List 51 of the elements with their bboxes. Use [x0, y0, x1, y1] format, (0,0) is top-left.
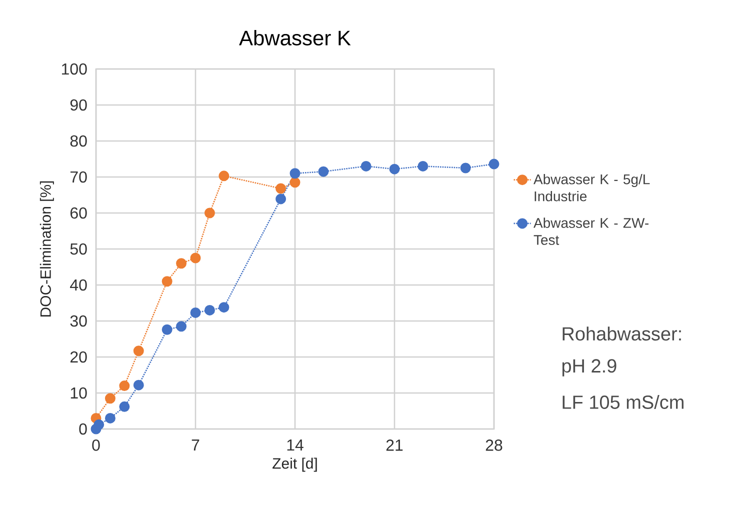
y-tick-label: 80: [70, 135, 87, 147]
y-tick-label: 30: [70, 315, 87, 327]
y-tick-label: 60: [70, 207, 87, 219]
x-tick-label: 0: [92, 440, 100, 451]
y-tick-label: 20: [70, 351, 87, 363]
point: [133, 380, 144, 390]
point: [218, 302, 230, 313]
y-tick-label: 50: [70, 243, 87, 255]
point: [460, 162, 471, 174]
point: [290, 168, 300, 179]
point: [488, 158, 500, 170]
x-tick-label: 14: [287, 440, 304, 451]
y-tick-label: 0: [79, 423, 87, 435]
point: [276, 183, 286, 194]
x-tick-label: 7: [192, 440, 200, 451]
y-tick-label: 10: [70, 387, 87, 399]
point: [176, 258, 187, 269]
point: [418, 160, 428, 172]
y-tick-label: 70: [70, 171, 87, 183]
point: [360, 160, 372, 172]
point: [204, 208, 215, 218]
text: LF 105 mS/cm: [562, 395, 684, 409]
point: [389, 164, 400, 174]
point: [276, 194, 286, 204]
point: [318, 166, 329, 177]
point: [119, 380, 130, 392]
chart-title: Abwasser K: [239, 30, 351, 46]
text: Rohabwasser:: [562, 326, 681, 341]
y-tick-label: 100: [62, 63, 87, 75]
legend-label: Abwasser K - ZW-Test: [534, 218, 649, 245]
legend-label: Abwasser K - 5g/L Industrie: [534, 174, 650, 202]
point: [162, 324, 172, 335]
point: [290, 177, 300, 188]
point: [119, 401, 130, 412]
point: [94, 419, 104, 430]
y-axis-title: DOC-Elimination [%]: [40, 181, 54, 317]
point: [104, 412, 116, 424]
y-tick-label: 90: [70, 99, 87, 111]
x-axis-title: Zeit [d]: [272, 458, 317, 472]
text: pH 2.9: [562, 359, 616, 376]
point: [104, 393, 116, 404]
x-tick-label: 21: [386, 440, 403, 451]
point: [190, 252, 201, 264]
point: [176, 321, 187, 332]
point: [218, 170, 230, 182]
point: [190, 307, 201, 318]
point: [162, 276, 172, 287]
point: [133, 346, 144, 356]
y-tick-label: 40: [70, 279, 87, 291]
x-tick-label: 28: [486, 440, 502, 451]
point: [204, 304, 215, 316]
